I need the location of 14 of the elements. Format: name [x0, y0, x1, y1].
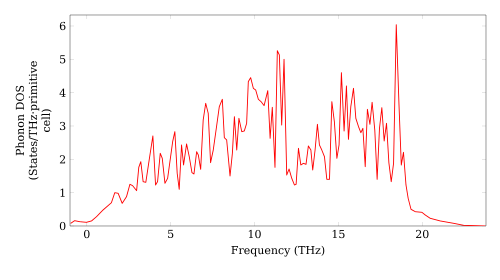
y-tick-label: 0	[60, 222, 66, 230]
y-axis-title: Phonon DOS (States/THz·primitive cell)	[16, 61, 52, 180]
x-axis-title: Frequency (THz)	[231, 246, 324, 257]
y-tick-label: 3	[60, 122, 66, 130]
x-tick-label: 5	[168, 230, 174, 238]
y-tick-label: 5	[60, 55, 66, 64]
x-tick-label: 15	[332, 230, 345, 238]
x-tick-label: 0	[84, 230, 90, 238]
y-tick-label: 6	[60, 22, 66, 30]
y-tick-label: 4	[59, 88, 66, 97]
y-tick-label: 2	[60, 155, 66, 164]
x-tick-label: 20	[416, 230, 429, 238]
y-tick-label: 1	[60, 188, 65, 197]
x-tick-label: 10	[248, 230, 261, 238]
